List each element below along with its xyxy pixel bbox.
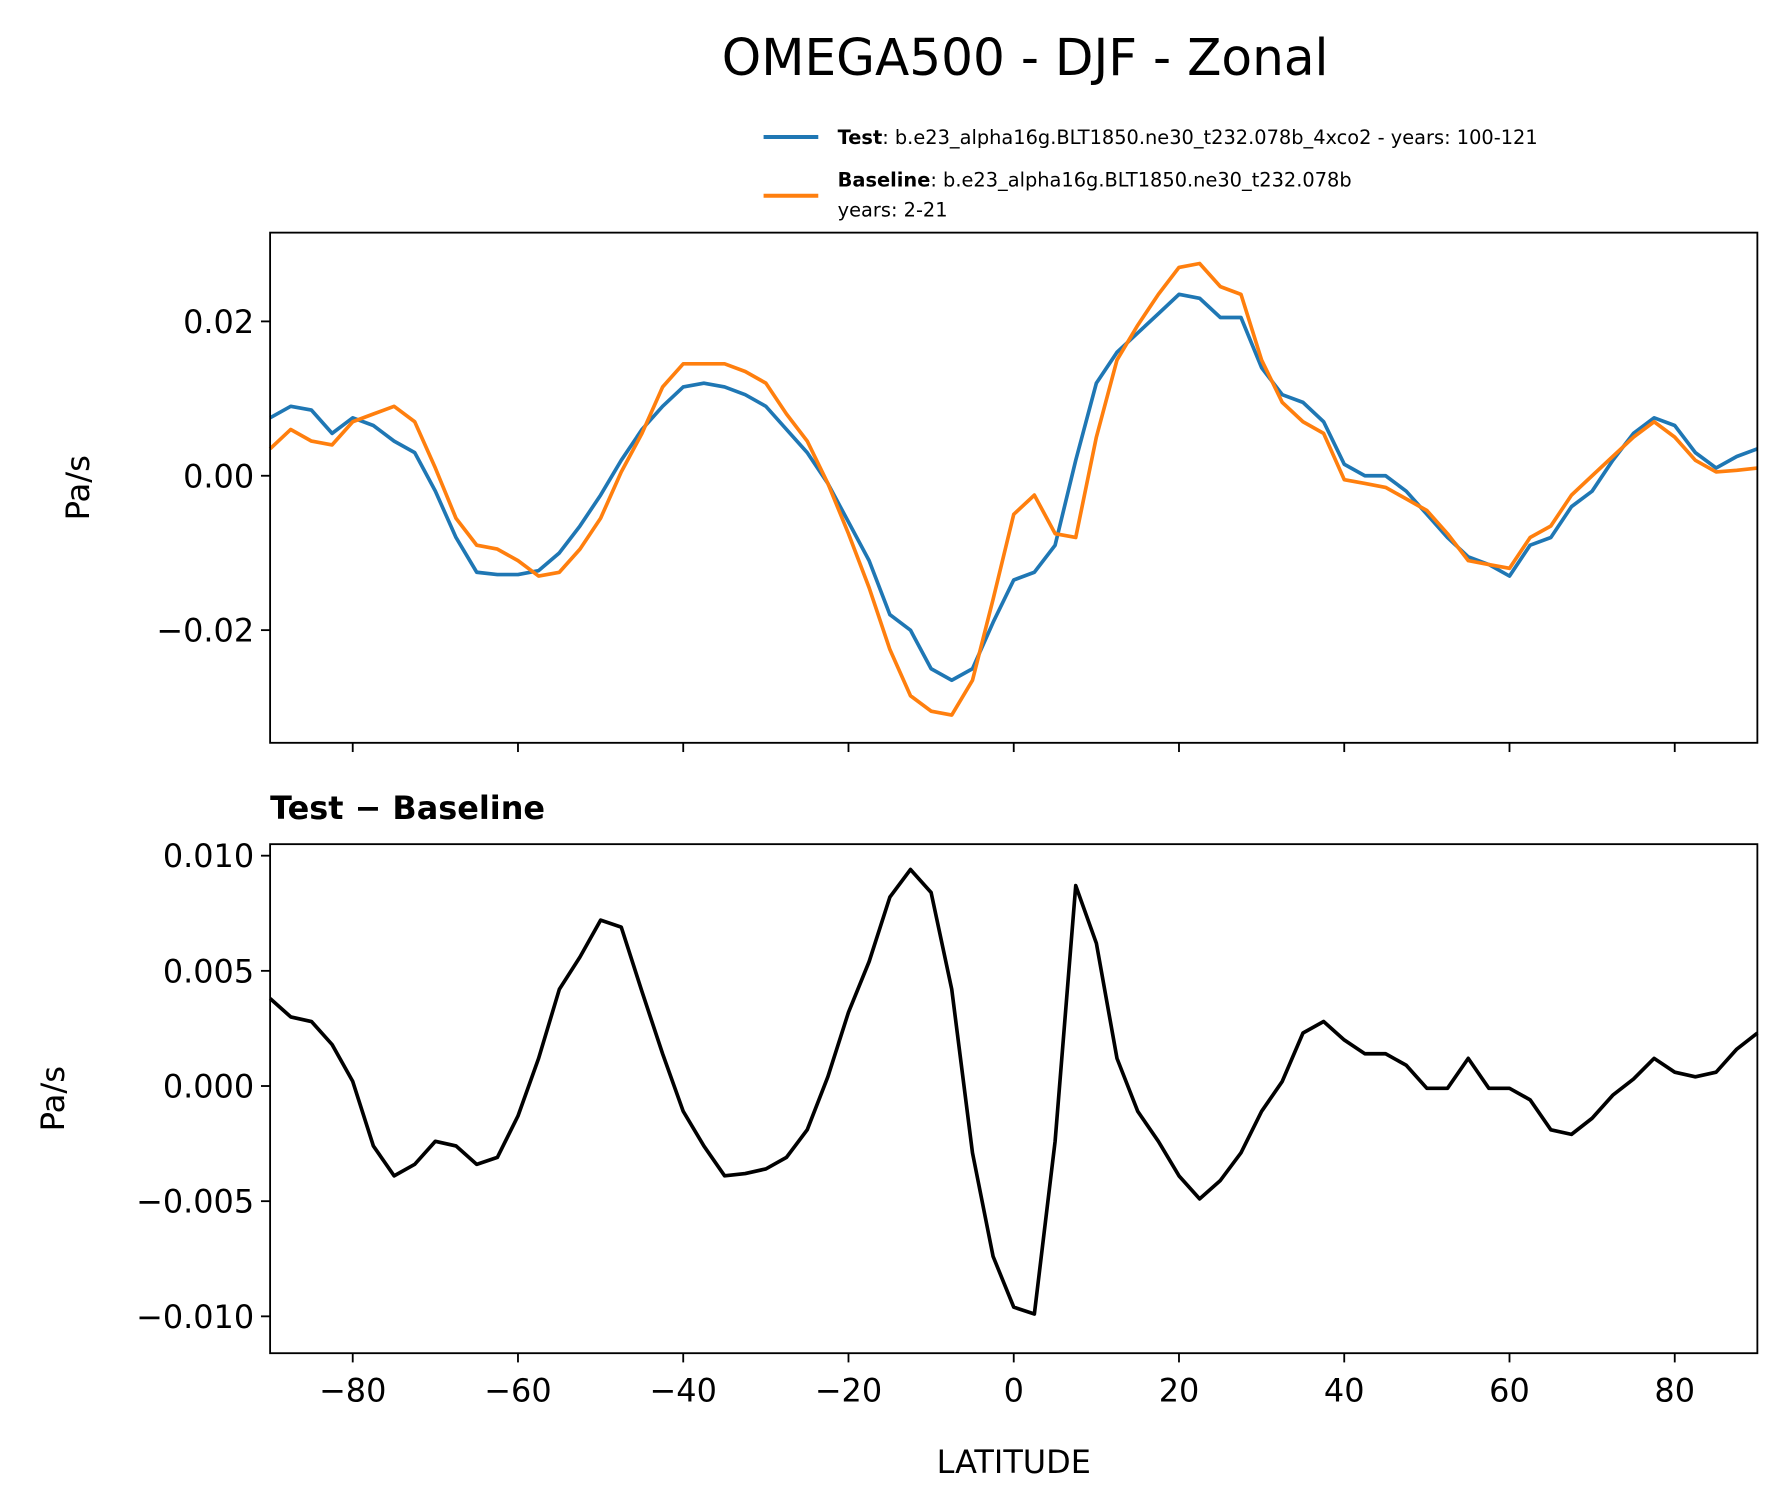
data-line — [268, 261, 1758, 717]
legend-description: years: 2-21 — [838, 198, 948, 221]
y-axis-label: Pa/s — [59, 455, 97, 520]
legend-description: : b.e23_alpha16g.BLT1850.ne30_t232.078b — [930, 168, 1351, 191]
y-tick-label: 0.010 — [163, 837, 254, 875]
x-tick-label: 40 — [1324, 1371, 1365, 1409]
data-line — [268, 867, 1759, 1316]
x-tick-label: 80 — [1654, 1371, 1695, 1409]
axes-frame — [269, 231, 1759, 744]
data-line — [269, 292, 1759, 683]
legend-label: Test: b.e23_alpha16g.BLT1850.ne30_t232.0… — [838, 126, 1538, 149]
x-tick-label: −80 — [319, 1371, 386, 1409]
panel-title: Test − Baseline — [270, 789, 545, 827]
axes-frame — [269, 843, 1759, 1355]
x-tick-label: 20 — [1159, 1371, 1200, 1409]
legend-description: : b.e23_alpha16g.BLT1850.ne30_t232.078b_… — [882, 126, 1537, 149]
legend-name: Test — [838, 126, 883, 149]
legend-label: Baseline: b.e23_alpha16g.BLT1850.ne30_t2… — [838, 168, 1352, 191]
x-tick-label: −60 — [484, 1371, 551, 1409]
y-tick-label: 0.02 — [183, 303, 254, 341]
x-tick-label: −40 — [650, 1371, 717, 1409]
y-tick-label: 0.000 — [163, 1067, 254, 1105]
y-tick-label: −0.02 — [156, 611, 254, 649]
y-tick-label: 0.005 — [163, 952, 254, 990]
y-tick-label: −0.010 — [136, 1298, 254, 1336]
chart-title: OMEGA500 - DJF - Zonal — [722, 28, 1329, 87]
x-axis-label: LATITUDE — [937, 1443, 1091, 1481]
y-tick-label: 0.00 — [183, 457, 254, 495]
legend-name: Baseline — [838, 168, 931, 191]
x-tick-label: −20 — [815, 1371, 882, 1409]
x-tick-label: 60 — [1489, 1371, 1530, 1409]
x-tick-label: 0 — [1004, 1371, 1024, 1409]
y-tick-label: −0.005 — [136, 1183, 254, 1221]
y-axis-label: Pa/s — [34, 1066, 72, 1131]
